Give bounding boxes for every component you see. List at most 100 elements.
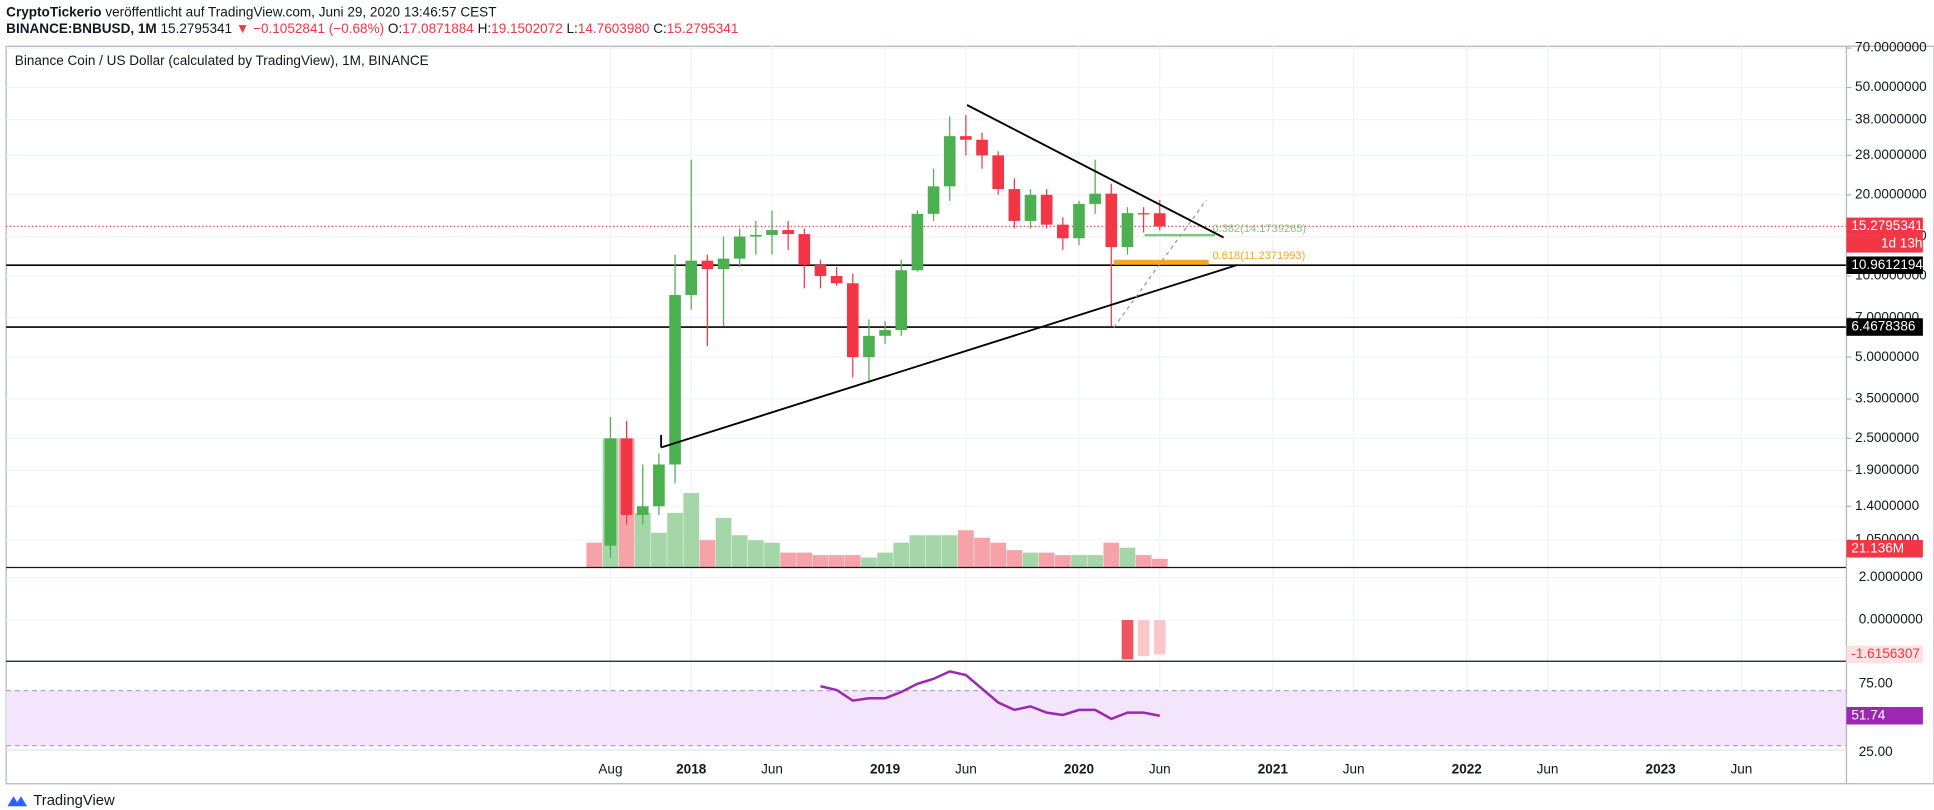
candle-body	[911, 213, 924, 271]
candle-body	[1121, 213, 1134, 248]
candle-body	[604, 438, 617, 546]
rsi-line	[820, 670, 1161, 721]
y-tick-label: 2.0000000	[1859, 569, 1923, 584]
y-tick-label: 3.5000000	[1855, 391, 1919, 406]
y-tick-label: 2.5000000	[1855, 430, 1919, 445]
volume-bar	[634, 512, 651, 568]
volume-bar	[958, 530, 974, 568]
x-tick-label: 2021	[1258, 762, 1289, 777]
volume-bar	[715, 517, 732, 568]
volume-bar	[1135, 555, 1152, 568]
candle-body	[895, 270, 908, 331]
candle-body	[766, 230, 778, 235]
y-tick-label: 20.0000000	[1855, 186, 1927, 201]
volume-bar	[667, 512, 683, 568]
candle-body	[863, 335, 875, 358]
candle-body	[1040, 194, 1053, 225]
fib-level	[1113, 259, 1209, 265]
author: CryptoTickerio	[6, 4, 101, 19]
candle-body	[1105, 193, 1118, 248]
x-tick-label: Jun	[1149, 762, 1171, 777]
volume-bar	[861, 557, 877, 568]
candle-body	[814, 264, 827, 276]
candle-body	[830, 275, 843, 284]
fib-label: 0.382(14.1739265)	[1212, 223, 1306, 235]
volume-bar	[844, 555, 861, 568]
volume-bar	[1022, 552, 1039, 568]
trend-line	[660, 264, 1238, 449]
x-tick-label: 2019	[870, 762, 901, 777]
volume-bar	[990, 542, 1007, 568]
candle-body	[927, 186, 940, 214]
change: −0.1052841 (−0.68%)	[253, 20, 384, 35]
ohlc-value: 14.7603980	[578, 20, 650, 35]
volume-bar	[731, 535, 748, 568]
x-tick-label: Jun	[761, 762, 783, 777]
ohlc-label: C:	[653, 20, 667, 35]
volume-bar	[1054, 555, 1071, 568]
volume-bar	[796, 552, 813, 568]
volume-bar	[1038, 552, 1055, 568]
price-label-bg	[1846, 217, 1923, 236]
x-tick-label: Jun	[1343, 762, 1365, 777]
candle-body	[798, 234, 811, 265]
volume-bar	[651, 532, 667, 568]
volume-bar	[764, 542, 780, 568]
volume-bar	[974, 537, 990, 568]
x-tick-label: Aug	[598, 762, 622, 777]
logo	[7, 796, 28, 807]
candle-body	[1057, 224, 1069, 239]
candle-body	[669, 295, 681, 465]
rsi-label: 51.74	[1851, 707, 1885, 722]
oscillator-bar	[1153, 620, 1166, 655]
ohlc-value: 19.1502072	[491, 20, 563, 35]
y-tick-label: 25.00	[1859, 744, 1893, 759]
candle-body	[653, 464, 665, 507]
volume-bar	[828, 555, 845, 568]
fib-label: 0.618(11.2371993)	[1212, 250, 1305, 262]
volume-bar	[1103, 542, 1120, 568]
countdown: 1d 13h	[1881, 235, 1922, 250]
volume-bar	[1071, 555, 1087, 568]
volume-bar	[1151, 558, 1168, 568]
header-line-2: BINANCE:BNBUSD, 1M 15.2795341 ▼ −0.10528…	[6, 20, 738, 35]
candle-body	[960, 136, 972, 140]
volume-label-bg	[1846, 540, 1923, 558]
candle-body	[1153, 213, 1166, 227]
oscillator-bar	[1137, 620, 1150, 657]
y-tick-label: 38.0000000	[1855, 111, 1927, 126]
price-label-bg	[1846, 256, 1923, 274]
x-tick-label: Jun	[1537, 762, 1559, 777]
volume-bar	[941, 535, 958, 568]
candle-body	[685, 260, 698, 296]
candle-body	[1024, 194, 1037, 221]
candle-body	[992, 155, 1005, 190]
fib-level	[1144, 233, 1215, 237]
arrow: ▼	[236, 20, 249, 35]
candle-body	[879, 330, 891, 336]
volume-bar	[1119, 547, 1136, 568]
trend-line	[966, 104, 1224, 239]
y-tick-label: 0.0000000	[1859, 612, 1923, 627]
volume-bar	[747, 540, 764, 568]
candle-body	[750, 234, 762, 237]
y-tick-label: 75.00	[1859, 675, 1893, 690]
rsi-label-bg	[1846, 706, 1923, 725]
candle-body	[701, 260, 714, 270]
ohlc-label: O:	[388, 20, 402, 35]
countdown-bg	[1846, 235, 1923, 253]
ohlc-label: H:	[478, 20, 492, 35]
x-tick-label: 2018	[676, 762, 707, 777]
oscillator-bar	[1121, 620, 1134, 660]
volume-bar	[683, 493, 700, 568]
volume-bar	[586, 542, 603, 568]
frame	[5, 45, 1934, 785]
volume-bar	[909, 535, 926, 568]
chart-title: Binance Coin / US Dollar (calculated by …	[15, 53, 429, 68]
candle-body	[1089, 193, 1101, 204]
volume-bar	[893, 542, 910, 568]
volume-bar	[877, 552, 893, 568]
volume-bar	[780, 552, 797, 568]
candle-body	[943, 136, 956, 187]
